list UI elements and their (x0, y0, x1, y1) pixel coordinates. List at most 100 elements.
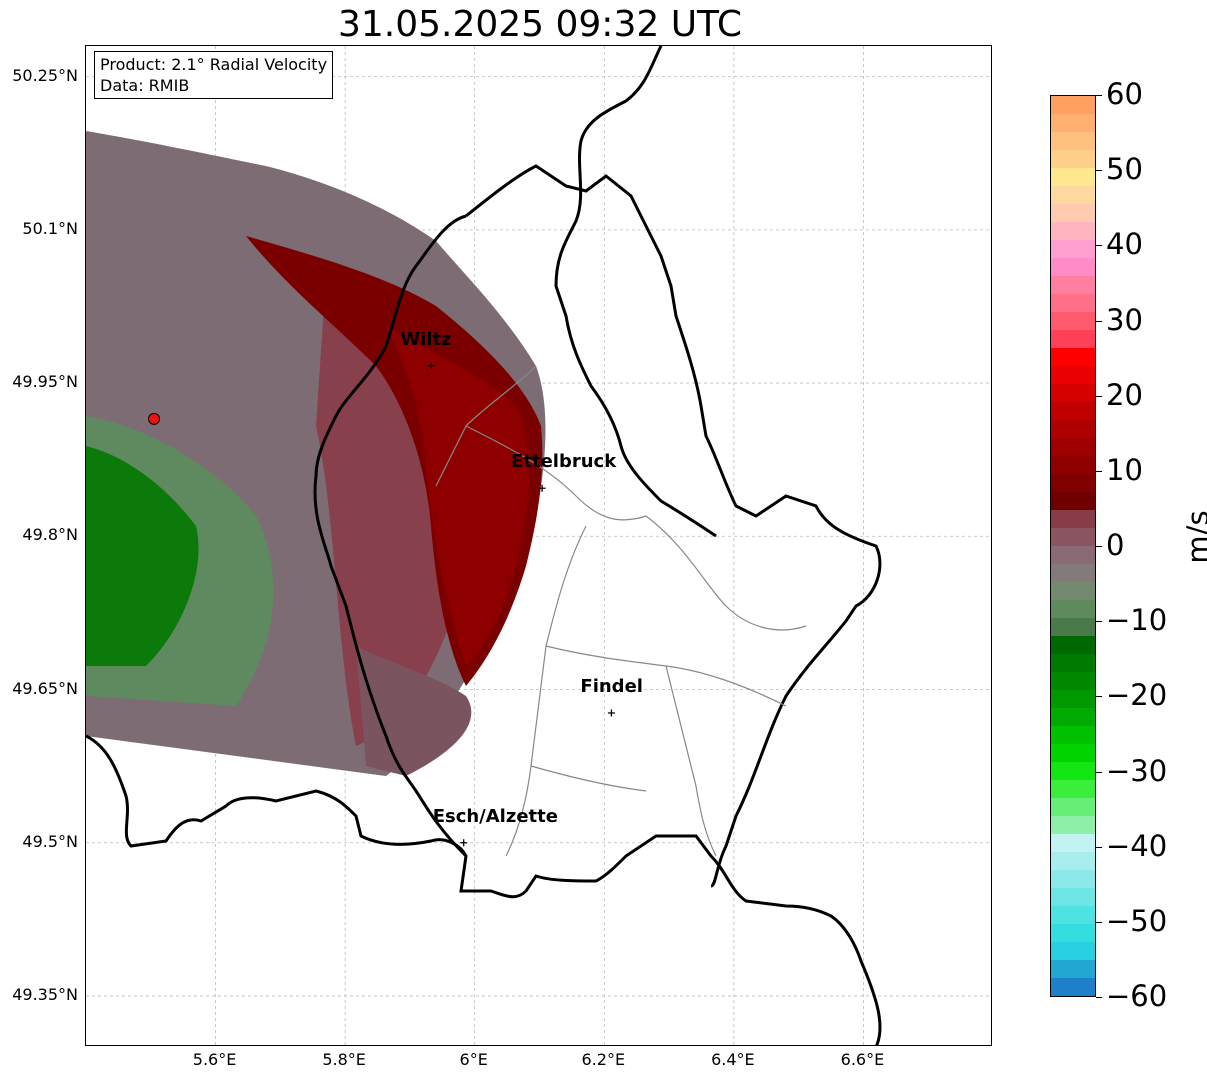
colorbar-swatch (1051, 636, 1095, 654)
city-label: Findel (580, 675, 643, 697)
colorbar-swatch (1051, 186, 1095, 204)
colorbar-unit-label: m/s (1181, 510, 1207, 564)
colorbar-tick-mark (1096, 771, 1102, 773)
colorbar-tick-mark (1096, 997, 1102, 998)
colorbar-swatch (1051, 600, 1095, 618)
city-marker (427, 362, 435, 370)
echo-red-core (386, 326, 530, 666)
colorbar-tick-mark (1096, 395, 1102, 397)
colorbar-swatch (1051, 456, 1095, 474)
colorbar-swatch (1051, 474, 1095, 492)
colorbar-swatch (1051, 762, 1095, 780)
colorbar-tick-label: 0 (1106, 528, 1125, 562)
data-source-label: Data: RMIB (100, 76, 190, 95)
colorbar-swatch (1051, 258, 1095, 276)
colorbar-swatch (1051, 384, 1095, 402)
lat-tick-label: 49.5°N (22, 831, 78, 851)
lon-tick-label: 5.8°E (322, 1050, 366, 1069)
lon-tick-label: 5.6°E (192, 1050, 237, 1069)
luxembourg-eastern-border (465, 164, 882, 888)
colorbar-swatch (1051, 582, 1095, 600)
city-marker (607, 709, 615, 717)
city-marker (460, 839, 468, 847)
colorbar-swatch (1051, 546, 1095, 564)
colorbar-swatch (1051, 150, 1095, 168)
colorbar-swatch (1051, 132, 1095, 150)
colorbar-swatch (1051, 168, 1095, 186)
colorbar-swatch (1051, 726, 1095, 744)
map-canvas (86, 46, 991, 1045)
radar-echo-layer (86, 131, 546, 776)
colorbar-swatch (1051, 240, 1095, 258)
lon-tick-label: 6.6°E (840, 1050, 885, 1069)
colorbar-swatch (1051, 204, 1095, 222)
colorbar-tick-mark (1096, 921, 1102, 923)
colorbar-swatch (1051, 870, 1095, 888)
colorbar-swatch (1051, 312, 1095, 330)
colorbar-swatch (1051, 708, 1095, 726)
colorbar-tick-label: −40 (1106, 828, 1168, 863)
colorbar-swatch (1051, 942, 1095, 960)
colorbar-swatch (1051, 798, 1095, 816)
colorbar-tick-mark (1096, 621, 1102, 623)
luxembourg-western-border (313, 214, 468, 858)
colorbar-swatch (1051, 492, 1095, 510)
colorbar-tick-label: 50 (1106, 152, 1143, 187)
colorbar-tick-mark (1096, 696, 1102, 698)
lat-tick-label: 50.1°N (22, 218, 78, 238)
colorbar-swatch (1051, 438, 1095, 456)
colorbar-tick-mark (1096, 546, 1102, 547)
colorbar-swatch (1051, 366, 1095, 384)
colorbar-tick-mark (1096, 170, 1102, 172)
echo-south-mauve (356, 646, 472, 776)
colorbar-swatch (1051, 330, 1095, 348)
colorbar-swatch (1051, 276, 1095, 294)
lat-tick-label: 49.95°N (12, 372, 78, 392)
radar-site-marker (148, 412, 161, 425)
markers (148, 362, 615, 847)
colorbar-swatch (1051, 924, 1095, 942)
city-marker (538, 484, 546, 492)
colorbar-swatch (1051, 888, 1095, 906)
colorbar-tick-label: 30 (1106, 302, 1143, 337)
map-panel[interactable] (85, 45, 992, 1046)
colorbar-swatch (1051, 618, 1095, 636)
colorbar-swatch (1051, 564, 1095, 582)
city-label: Esch/Alzette (432, 805, 558, 827)
colorbar-tick-label: −10 (1106, 603, 1168, 638)
colorbar-tick-mark (1096, 245, 1102, 247)
echo-dark-green-approaching (86, 446, 199, 666)
colorbar-swatch (1051, 834, 1095, 852)
colorbar-swatch (1051, 816, 1095, 834)
colorbar-swatch (1051, 744, 1095, 762)
map-title: 31.05.2025 09:32 UTC (337, 4, 743, 45)
velocity-colorbar (1050, 95, 1096, 997)
lon-tick-label: 6.4°E (711, 1050, 755, 1069)
colorbar-tick-label: 40 (1106, 227, 1143, 262)
colorbar-swatch (1051, 852, 1095, 870)
colorbar-swatch (1051, 294, 1095, 312)
colorbar-swatch (1051, 978, 1095, 996)
product-label: Product: 2.1° Radial Velocity (100, 55, 328, 74)
colorbar-tick-mark (1096, 320, 1102, 322)
colorbar-tick-label: 20 (1106, 377, 1143, 412)
colorbar-swatch (1051, 96, 1095, 114)
lat-tick-label: 49.35°N (12, 984, 78, 1004)
luxembourg-national-border (86, 734, 882, 1045)
lon-tick-label: 6°E (459, 1050, 488, 1069)
colorbar-tick-mark (1096, 846, 1102, 848)
district-lines (435, 365, 807, 857)
colorbar-swatch (1051, 510, 1095, 528)
colorbar-swatch (1051, 420, 1095, 438)
lon-tick-label: 6.2°E (581, 1050, 626, 1069)
colorbar-swatch (1051, 654, 1095, 672)
colorbar-swatch (1051, 672, 1095, 690)
colorbar-swatch (1051, 114, 1095, 132)
city-label: Wiltz (400, 328, 452, 350)
lat-tick-label: 49.65°N (12, 678, 78, 698)
colorbar-tick-label: −60 (1106, 979, 1168, 1013)
colorbar-swatch (1051, 402, 1095, 420)
boundaries (86, 46, 882, 1045)
colorbar-tick-mark (1096, 470, 1102, 472)
colorbar-swatch (1051, 528, 1095, 546)
